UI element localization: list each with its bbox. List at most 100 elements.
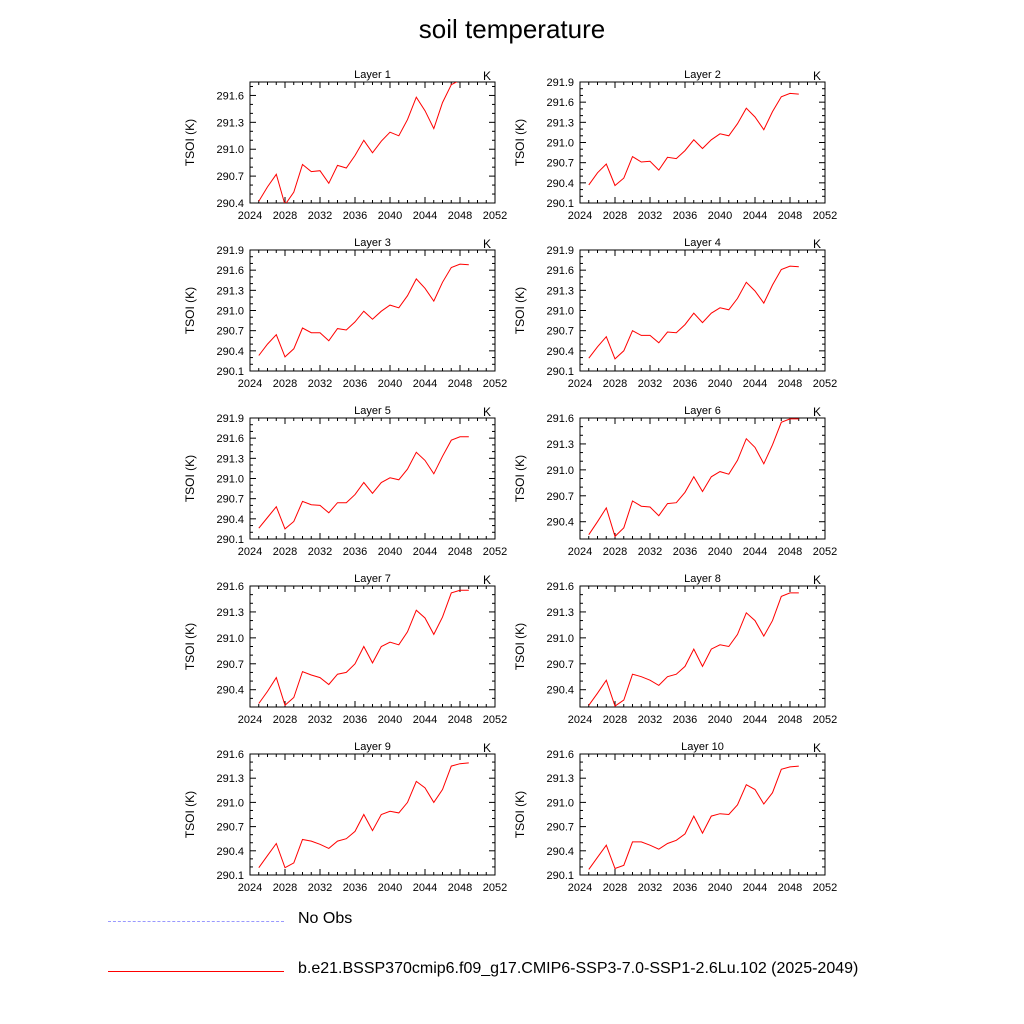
y-tick-label: 291.6 [546, 413, 574, 425]
plot-frame [249, 753, 496, 876]
plot-frame [249, 81, 496, 204]
x-tick-label: 2028 [273, 714, 297, 726]
y-axis-label: TSOI (K) [513, 119, 527, 166]
y-tick-label: 290.1 [216, 870, 244, 882]
panel-title: Layer 9 [354, 741, 391, 753]
units-label: K [813, 405, 821, 419]
panel-layer-8: Layer 8 K TSOI (K) 2024 2028 2032 2036 2040 2044… [513, 573, 837, 726]
x-tick-label: 2024 [238, 546, 262, 558]
x-tick-label: 2036 [343, 378, 367, 390]
x-tick-label: 2044 [743, 546, 767, 558]
y-tick-label: 291.3 [216, 285, 244, 297]
x-tick-label: 2028 [603, 210, 627, 222]
x-tick-label: 2052 [813, 210, 837, 222]
y-axis-label: TSOI (K) [183, 119, 197, 166]
series-line [588, 265, 799, 360]
units-label: K [483, 69, 491, 83]
y-tick-label: 291.0 [546, 465, 574, 477]
x-tick-label: 2040 [708, 882, 732, 894]
x-tick-label: 2036 [343, 882, 367, 894]
y-tick-label: 291.0 [546, 633, 574, 645]
figure-title: soil temperature [418, 14, 606, 44]
plot-frame [249, 417, 496, 540]
panel-layer-10: Layer 10 K TSOI (K) 2024 2028 2032 2036 2040 204… [513, 741, 837, 894]
x-tick-label: 2052 [483, 210, 507, 222]
y-tick-label: 290.1 [546, 198, 574, 210]
y-tick-label: 291.3 [216, 117, 244, 129]
y-tick-label: 291.3 [546, 439, 574, 451]
x-tick-label: 2032 [308, 882, 332, 894]
y-tick-label: 291.3 [546, 607, 574, 619]
y-tick-label: 290.4 [546, 178, 574, 190]
y-tick-label: 291.0 [546, 138, 574, 150]
x-tick-label: 2028 [603, 882, 627, 894]
x-tick-label: 2044 [743, 714, 767, 726]
x-tick-label: 2036 [673, 546, 697, 558]
x-tick-label: 2052 [813, 546, 837, 558]
x-tick-label: 2036 [343, 714, 367, 726]
y-tick-label: 290.4 [216, 514, 244, 526]
x-tick-label: 2040 [708, 546, 732, 558]
series-line [258, 263, 469, 358]
y-tick-label: 291.0 [216, 474, 244, 486]
y-tick-label: 291.9 [216, 245, 244, 257]
y-tick-label: 291.0 [546, 797, 574, 809]
x-tick-label: 2040 [378, 714, 402, 726]
panel-title: Layer 4 [684, 237, 721, 249]
x-tick-label: 2032 [308, 546, 332, 558]
y-tick-label: 290.7 [546, 491, 574, 503]
x-tick-label: 2024 [568, 882, 592, 894]
x-tick-label: 2024 [568, 378, 592, 390]
x-tick-label: 2048 [778, 714, 802, 726]
y-tick-label: 291.3 [216, 773, 244, 785]
x-tick-label: 2040 [708, 378, 732, 390]
y-axis-label: TSOI (K) [183, 455, 197, 502]
panel-title: Layer 10 [681, 741, 724, 753]
units-label: K [483, 237, 491, 251]
y-tick-label: 290.4 [216, 685, 244, 697]
x-tick-label: 2048 [448, 882, 472, 894]
y-axis-label: TSOI (K) [513, 455, 527, 502]
legend-label: No Obs [298, 910, 353, 927]
y-tick-label: 290.7 [546, 158, 574, 170]
y-tick-label: 291.0 [216, 633, 244, 645]
plot-frame [579, 585, 826, 708]
x-tick-label: 2032 [638, 210, 662, 222]
y-tick-label: 291.6 [546, 265, 574, 277]
x-tick-label: 2052 [483, 546, 507, 558]
x-tick-label: 2024 [238, 378, 262, 390]
x-tick-label: 2040 [378, 210, 402, 222]
legend-swatch-dashed [108, 921, 284, 922]
units-label: K [813, 237, 821, 251]
series-line [258, 762, 469, 869]
y-tick-label: 291.0 [546, 306, 574, 318]
x-tick-label: 2032 [308, 210, 332, 222]
x-tick-label: 2044 [413, 210, 437, 222]
series-line [588, 592, 799, 707]
y-tick-label: 291.6 [546, 97, 574, 109]
x-tick-label: 2044 [743, 210, 767, 222]
y-tick-label: 291.3 [546, 285, 574, 297]
x-tick-label: 2052 [483, 714, 507, 726]
plot-frame [249, 249, 496, 372]
panel-title: Layer 8 [684, 573, 721, 585]
series-line [258, 589, 469, 707]
panel-title: Layer 7 [354, 573, 391, 585]
y-tick-label: 291.9 [546, 245, 574, 257]
x-tick-label: 2028 [603, 546, 627, 558]
y-tick-label: 290.7 [546, 659, 574, 671]
panel-layer-9: Layer 9 K TSOI (K) 2024 2028 2032 2036 2040 2044… [183, 741, 507, 894]
plot-frame [579, 753, 826, 876]
y-tick-label: 290.4 [216, 846, 244, 858]
x-tick-label: 2024 [568, 546, 592, 558]
y-tick-label: 291.9 [216, 413, 244, 425]
x-tick-label: 2052 [813, 882, 837, 894]
x-tick-label: 2032 [308, 714, 332, 726]
y-tick-label: 290.7 [546, 326, 574, 338]
plot-frame [249, 585, 496, 708]
x-tick-label: 2024 [238, 882, 262, 894]
legend-swatch-solid [108, 971, 284, 972]
x-tick-label: 2032 [638, 378, 662, 390]
y-tick-label: 290.7 [216, 171, 244, 183]
